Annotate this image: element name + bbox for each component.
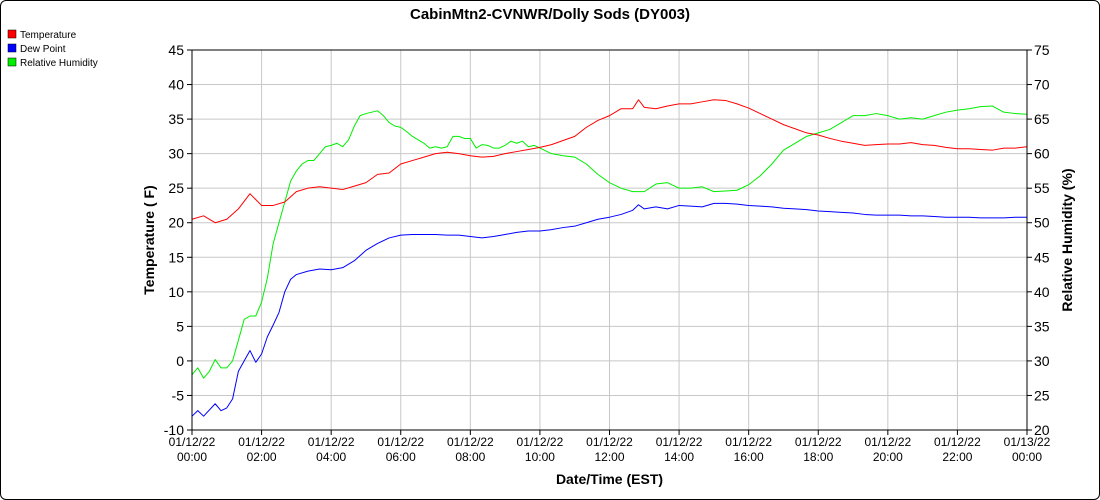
x-axis-label: Date/Time (EST) bbox=[556, 471, 663, 487]
legend-label-relative-humidity: Relative Humidity bbox=[20, 58, 98, 69]
x-tick-label-time: 22:00 bbox=[942, 450, 972, 464]
legend-label-dew-point: Dew Point bbox=[20, 44, 66, 55]
x-tick-label-time: 14:00 bbox=[664, 450, 694, 464]
y-axis-left-ticks: -10 -5 0 5 10 15 20 25 30 35 40 45 bbox=[164, 42, 192, 438]
y-left-tick-label: 15 bbox=[168, 249, 184, 265]
x-tick-label-date: 01/12/22 bbox=[238, 435, 285, 449]
x-tick-label-time: 10:00 bbox=[525, 450, 555, 464]
y-left-tick-label: 25 bbox=[168, 180, 184, 196]
x-tick-label-time: 00:00 bbox=[177, 450, 207, 464]
x-tick-label-time: 06:00 bbox=[386, 450, 416, 464]
y-right-tick-label: 55 bbox=[1034, 180, 1050, 196]
y-right-tick-label: 25 bbox=[1034, 387, 1050, 403]
x-tick-label-time: 16:00 bbox=[734, 450, 764, 464]
y-right-tick-label: 65 bbox=[1034, 111, 1050, 127]
y-right-tick-label: 70 bbox=[1034, 77, 1050, 93]
x-tick-label-date: 01/12/22 bbox=[586, 435, 633, 449]
y-left-tick-label: 45 bbox=[168, 42, 184, 58]
y-right-tick-label: 35 bbox=[1034, 318, 1050, 334]
y-axis-left-label: Temperature ( F) bbox=[141, 185, 157, 294]
y-left-tick-label: 30 bbox=[168, 146, 184, 162]
legend-label-temperature: Temperature bbox=[20, 30, 77, 41]
y-right-tick-label: 75 bbox=[1034, 42, 1050, 58]
y-left-tick-label: 35 bbox=[168, 111, 184, 127]
legend: Temperature Dew Point Relative Humidity bbox=[7, 29, 98, 69]
y-axis-right-label: Relative Humidity (%) bbox=[1059, 168, 1075, 311]
legend-item-dew-point[interactable]: Dew Point bbox=[7, 43, 66, 55]
x-tick-label-time: 08:00 bbox=[455, 450, 485, 464]
y-left-tick-label: 40 bbox=[168, 77, 184, 93]
x-tick-label-date: 01/12/22 bbox=[656, 435, 703, 449]
chart-title: CabinMtn2-CVNWR/Dolly Sods (DY003) bbox=[410, 6, 690, 23]
grid bbox=[191, 49, 1028, 431]
x-tick-label-date: 01/12/22 bbox=[169, 435, 216, 449]
legend-item-relative-humidity[interactable]: Relative Humidity bbox=[7, 57, 98, 69]
series-lines bbox=[191, 99, 1028, 417]
legend-swatch-relative-humidity bbox=[7, 57, 17, 67]
y-left-tick-label: 10 bbox=[168, 284, 184, 300]
y-left-tick-label: -5 bbox=[172, 387, 185, 403]
x-tick-label-time: 20:00 bbox=[873, 450, 903, 464]
y-right-tick-label: 50 bbox=[1034, 215, 1050, 231]
y-left-tick-label: -10 bbox=[164, 422, 184, 438]
y-axis-right-ticks: 20 25 30 35 40 45 50 55 60 65 70 75 bbox=[1027, 42, 1050, 438]
y-right-tick-label: 20 bbox=[1034, 422, 1050, 438]
series-line-dew-point bbox=[191, 202, 1027, 417]
y-right-tick-label: 60 bbox=[1034, 146, 1050, 162]
x-tick-label-date: 01/13/22 bbox=[1004, 435, 1051, 449]
x-tick-label-date: 01/12/22 bbox=[377, 435, 424, 449]
y-right-tick-label: 40 bbox=[1034, 284, 1050, 300]
x-tick-label-date: 01/12/22 bbox=[308, 435, 355, 449]
x-tick-label-date: 01/12/22 bbox=[725, 435, 772, 449]
y-left-tick-label: 0 bbox=[176, 353, 184, 369]
x-tick-label-time: 04:00 bbox=[316, 450, 346, 464]
series-line-temperature bbox=[191, 99, 1028, 224]
x-tick-label-date: 01/12/22 bbox=[934, 435, 981, 449]
legend-item-temperature[interactable]: Temperature bbox=[7, 29, 77, 41]
x-tick-label-date: 01/12/22 bbox=[864, 435, 911, 449]
x-tick-label-time: 12:00 bbox=[594, 450, 624, 464]
legend-swatch-temperature bbox=[7, 29, 17, 39]
x-tick-label-date: 01/12/22 bbox=[517, 435, 564, 449]
legend-swatch-dew-point bbox=[7, 43, 17, 53]
y-left-tick-label: 20 bbox=[168, 215, 184, 231]
y-right-tick-label: 45 bbox=[1034, 249, 1050, 265]
x-tick-label-time: 18:00 bbox=[803, 450, 833, 464]
x-tick-label-time: 02:00 bbox=[247, 450, 277, 464]
x-axis-ticks: 01/12/2200:0001/12/2202:0001/12/2204:000… bbox=[169, 430, 1051, 464]
series-line-relative-humidity bbox=[191, 105, 1028, 379]
y-left-tick-label: 5 bbox=[176, 318, 184, 334]
plot-area bbox=[191, 49, 1028, 431]
x-tick-label-time: 00:00 bbox=[1012, 450, 1042, 464]
y-right-tick-label: 30 bbox=[1034, 353, 1050, 369]
x-tick-label-date: 01/12/22 bbox=[447, 435, 494, 449]
x-tick-label-date: 01/12/22 bbox=[795, 435, 842, 449]
